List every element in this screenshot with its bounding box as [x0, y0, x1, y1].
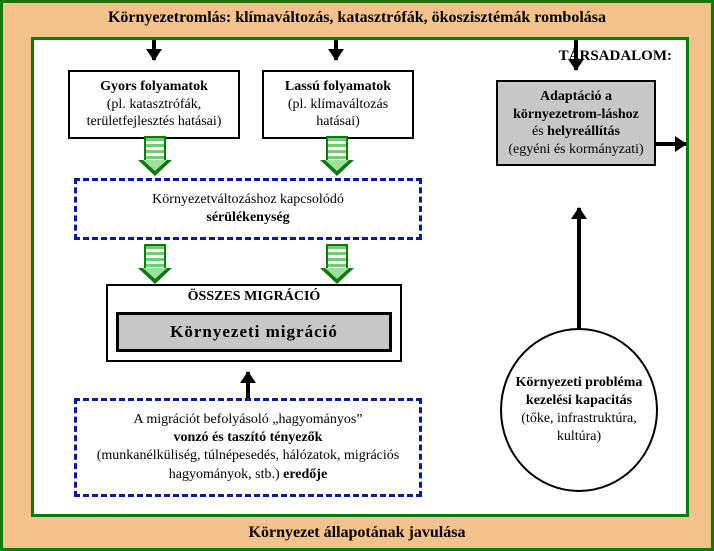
arrow-top-adapt [574, 40, 578, 70]
adapt-mid: és [532, 124, 547, 139]
slow-processes-box: Lassú folyamatok (pl. klímaváltozás hatá… [262, 70, 414, 139]
adapt-line2: helyreállítás [547, 124, 620, 139]
push-pull-factors-box: A migrációt befolyásoló „hagyományos” vo… [74, 398, 422, 497]
factors-rest: (munkanélküliség, túlnépesedés, hálózato… [97, 448, 399, 481]
title-top: Környezetromlás: klímaváltozás, katasztr… [3, 9, 711, 27]
fast-detail: (pl. katasztrófák, területfejlesztés hat… [87, 97, 222, 130]
vulnerability-box: Környezetváltozáshoz kapcsolódó sérüléke… [74, 178, 422, 240]
inner-frame: TÁRSADALOM: Gyors folyamatok (pl. katasz… [31, 37, 689, 517]
ellipse-rest: (tőke, infrastruktúra, kultúra) [521, 411, 636, 444]
migration-inner-box: Környezeti migráció [116, 312, 392, 352]
factors-bold: vonzó és taszító tényezők [174, 430, 323, 445]
green-arrow-fast-vuln [144, 136, 166, 176]
arrow-top-slow [334, 40, 338, 60]
migration-outer-title: ÖSSZES MIGRÁCIÓ [108, 286, 400, 308]
adaptation-box: Adaptáció a környezetrom-láshoz és helyr… [496, 80, 656, 166]
vuln-text: Környezetváltozáshoz kapcsolódó [152, 192, 344, 207]
capacity-ellipse: Környezeti probléma kezelési kapacitás (… [500, 328, 658, 492]
diagram-canvas: Környezetromlás: klímaváltozás, katasztr… [0, 0, 714, 551]
adapt-rest: (egyéni és kormányzati) [508, 142, 643, 157]
green-arrow-vuln-mig-l [144, 244, 166, 284]
fast-processes-box: Gyors folyamatok (pl. katasztrófák, terü… [68, 70, 240, 139]
green-arrow-vuln-mig-r [326, 244, 348, 284]
adapt-line1: Adaptáció a környezetrom-láshoz [513, 89, 639, 122]
arrow-top-fast [152, 40, 156, 60]
slow-title: Lassú folyamatok [285, 79, 391, 94]
arrow-factors-mig [246, 372, 250, 398]
vuln-bold: sérülékenység [206, 210, 289, 225]
arrow-ellipse-adapt [577, 208, 581, 328]
migration-outer-box: ÖSSZES MIGRÁCIÓ Környezeti migráció [106, 284, 402, 362]
arrow-adapt-right [656, 142, 686, 146]
green-arrow-slow-vuln [326, 136, 348, 176]
fast-title: Gyors folyamatok [100, 79, 208, 94]
factors-bold2: eredője [283, 467, 327, 482]
title-bottom: Környezet állapotának javulása [3, 524, 711, 542]
factors-pre: A migrációt befolyásoló „hagyományos” [134, 412, 363, 427]
ellipse-bold: Környezeti probléma kezelési kapacitás [516, 375, 643, 408]
slow-detail: (pl. klímaváltozás hatásai) [288, 97, 388, 130]
